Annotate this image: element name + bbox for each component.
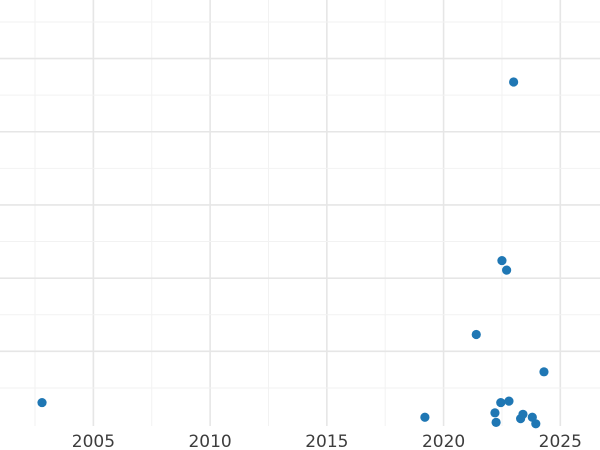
data-point xyxy=(509,77,519,87)
x-tick-label: 2025 xyxy=(539,432,582,450)
data-points xyxy=(37,77,549,429)
data-point xyxy=(504,396,514,406)
grid-lines xyxy=(0,0,600,426)
data-point xyxy=(471,329,481,340)
x-tick-label: 2020 xyxy=(422,432,465,450)
data-point xyxy=(490,408,500,418)
data-point xyxy=(420,412,430,422)
data-point xyxy=(531,419,541,429)
data-point xyxy=(496,397,506,408)
data-point xyxy=(497,255,507,266)
data-point xyxy=(518,409,528,419)
x-tick-label: 2015 xyxy=(305,432,348,450)
data-point xyxy=(539,367,549,377)
data-point xyxy=(37,397,47,408)
data-point xyxy=(491,417,501,427)
x-axis-tick-labels: 2005 2010 2015 2020 2025 xyxy=(72,432,582,450)
x-tick-label: 2010 xyxy=(188,432,231,450)
x-tick-label: 2005 xyxy=(72,432,115,450)
data-point xyxy=(502,265,512,275)
